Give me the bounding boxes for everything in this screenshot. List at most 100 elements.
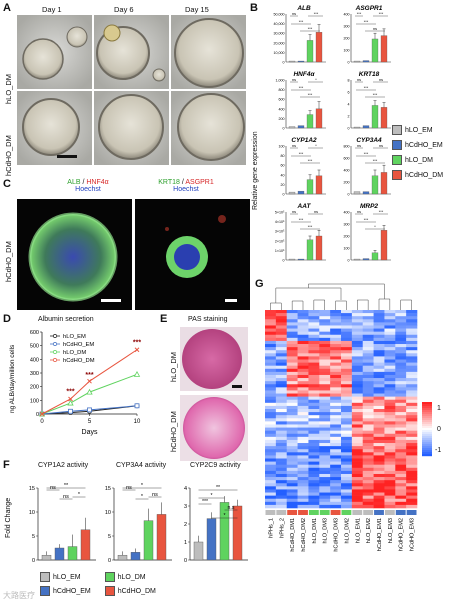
heatmap-cell — [406, 421, 418, 425]
heatmap-cell — [395, 396, 407, 401]
heatmap-cell — [319, 470, 331, 475]
heatmap-cell — [265, 412, 277, 416]
heatmap-cell — [297, 359, 309, 363]
heatmap-cell — [330, 371, 342, 376]
heatmap-cell — [330, 322, 342, 326]
heatmap-cell — [286, 313, 298, 317]
heatmap-cell — [373, 480, 385, 484]
heatmap-cell — [384, 498, 396, 503]
heatmap-cell — [351, 328, 364, 332]
gene-tick-label: 0 — [348, 193, 350, 197]
color-scale-segment — [422, 422, 432, 425]
heatmap-cell — [330, 467, 342, 472]
heatmap-cell — [319, 458, 331, 462]
gene-bar — [371, 38, 379, 63]
heatmap-cell — [330, 470, 342, 475]
d-title: Albumin secretion — [38, 316, 94, 323]
heatmap-cell — [384, 399, 396, 404]
heatmap-cell — [395, 337, 407, 342]
gene-tick-label: 200 — [344, 37, 350, 41]
heatmap-cell — [308, 402, 320, 407]
heatmap-cell — [351, 340, 364, 345]
heatmap-cell — [373, 458, 385, 462]
heatmap-cell — [330, 461, 342, 465]
heatmap-cell — [362, 480, 374, 484]
heatmap-cell — [265, 334, 277, 339]
sig-label: ns — [379, 78, 383, 82]
heatmap-cell — [265, 347, 277, 351]
heatmap-cell — [341, 356, 353, 360]
d-y-tick-label: 500 — [30, 344, 39, 350]
heatmap-cell — [406, 409, 418, 413]
heatmap-cell — [373, 402, 385, 407]
heatmap-cell — [275, 473, 288, 478]
heatmap-cell — [373, 319, 385, 323]
sample-label: hCdHO_EM3 — [410, 518, 416, 551]
heatmap-scale-0: 0 — [437, 426, 441, 433]
heatmap-cell — [265, 350, 277, 354]
heatmap-cell — [297, 368, 309, 373]
heatmap-cell — [341, 418, 353, 422]
heatmap-cell — [286, 415, 298, 419]
heatmap-cell — [384, 344, 396, 348]
sig-label: ns — [292, 210, 296, 214]
heatmap-cell — [330, 313, 342, 317]
heatmap-cell — [275, 353, 288, 357]
dendrogram-branch — [400, 299, 412, 310]
heatmap-cell — [330, 353, 342, 357]
heatmap-cell — [330, 325, 342, 329]
heatmap-cell — [286, 337, 298, 342]
heatmap-cell — [275, 384, 288, 388]
heatmap-cell — [265, 405, 277, 410]
heatmap-cell — [341, 393, 353, 397]
heatmap-cell — [406, 371, 418, 376]
heatmap: hPHs_1 hPHs_2 hCdHO_DM1 hCdHO_DM2 hLO_DM1 hLO… — [265, 283, 432, 552]
f-title-1: CYP1A2 activity — [38, 462, 89, 469]
gene-bar — [371, 175, 379, 195]
heatmap-cell — [373, 449, 385, 453]
heatmap-cell — [319, 449, 331, 453]
heatmap-cell — [275, 350, 288, 354]
heatmap-cell — [341, 427, 353, 431]
gene-tick-label: 0 — [348, 259, 350, 263]
heatmap-cell — [384, 331, 396, 336]
heatmap-cell — [297, 402, 309, 407]
heatmap-cell — [308, 415, 320, 419]
heatmap-cell — [341, 387, 353, 391]
heatmap-cell — [319, 359, 331, 363]
heatmap-cell — [351, 310, 364, 314]
heatmap-cell — [275, 415, 288, 419]
heatmap-cell — [319, 473, 331, 478]
heatmap-cell — [341, 449, 353, 453]
heatmap-cell — [395, 415, 407, 419]
gene-bar — [297, 125, 305, 129]
sample-group-marker — [265, 510, 276, 515]
heatmap-cell — [297, 365, 309, 370]
heatmap-cell — [395, 347, 407, 351]
heatmap-cell — [384, 378, 396, 382]
heatmap-cell — [275, 430, 288, 435]
heatmap-cell — [384, 467, 396, 472]
gene-bar — [380, 107, 388, 129]
heatmap-cell — [406, 455, 418, 459]
gene-bar — [353, 60, 361, 63]
color-scale-segment — [422, 446, 432, 449]
heatmap-cell — [319, 316, 331, 320]
heatmap-cell — [297, 387, 309, 391]
heatmap-cell — [286, 443, 298, 447]
sample-group-marker — [276, 510, 287, 515]
heatmap-cell — [265, 421, 277, 425]
heatmap-cell — [275, 486, 288, 490]
heatmap-cell — [286, 461, 298, 465]
heatmap-cell — [341, 390, 353, 394]
gene-tick-label: 600 — [279, 98, 285, 102]
heatmap-cell — [384, 418, 396, 422]
heatmap-cell — [362, 325, 374, 329]
gene-tick-label: 20 — [281, 183, 285, 187]
heatmap-cell — [286, 362, 298, 366]
sig-label: *** — [379, 12, 384, 16]
heatmap-cell — [286, 452, 298, 456]
heatmap-cell — [286, 439, 298, 444]
heatmap-cell — [373, 430, 385, 435]
f-legend: hLO_EM hLO_DM hCdHO_EM hCdHO_DM — [40, 572, 250, 596]
